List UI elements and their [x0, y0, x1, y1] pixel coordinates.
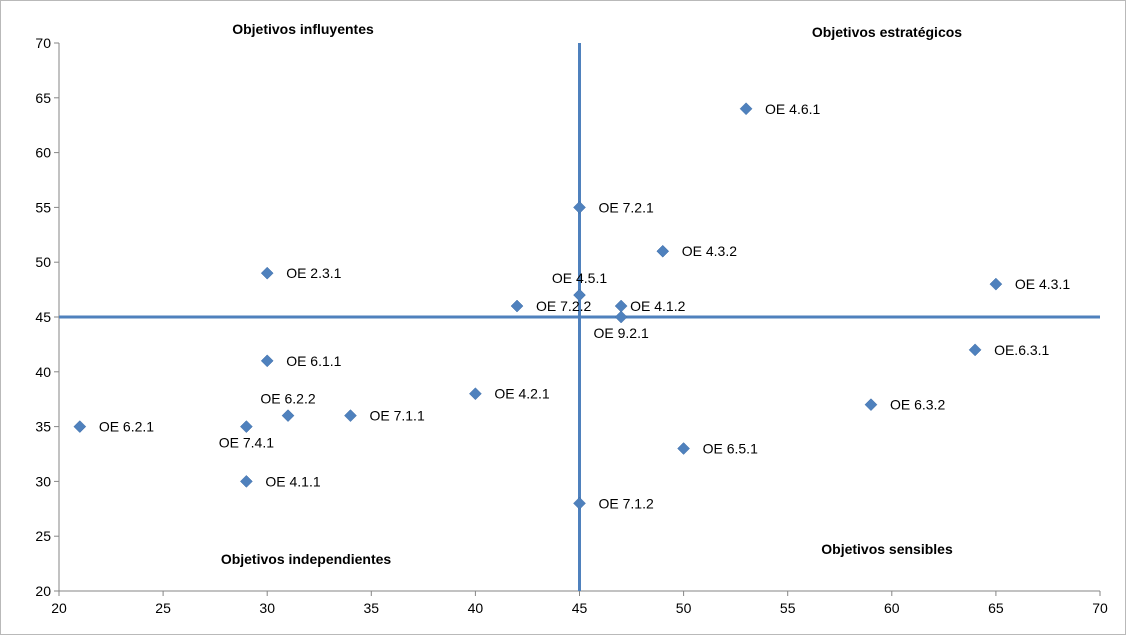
data-point — [614, 310, 628, 324]
y-tick-label: 35 — [35, 419, 51, 435]
data-label: OE 7.1.2 — [599, 495, 654, 511]
data-point — [573, 288, 586, 302]
data-point — [677, 442, 690, 455]
data-point — [260, 354, 274, 368]
data-points — [73, 102, 1003, 510]
y-tick-label: 55 — [35, 199, 51, 215]
y-tick-label: 50 — [35, 254, 51, 270]
data-point — [739, 102, 753, 116]
data-point — [968, 343, 982, 357]
data-label: OE 4.1.2 — [630, 298, 685, 314]
data-point — [510, 299, 524, 313]
axes: 20 25 30 35 40 45 50 55 60 65 70 20 25 30 35 40 45 50 55 60… — [35, 35, 1108, 616]
x-tick-label: 30 — [259, 600, 275, 616]
x-tick-label: 40 — [468, 600, 484, 616]
quadrant-label-bottom-left: Objetivos independientes — [221, 551, 392, 567]
x-tick-label: 35 — [364, 600, 380, 616]
quadrant-label-top-left: Objetivos influyentes — [232, 21, 374, 37]
x-tick-label: 65 — [988, 600, 1004, 616]
data-point — [73, 420, 87, 433]
quadrant-label-bottom-right: Objetivos sensibles — [821, 541, 953, 557]
data-label: OE 6.2.1 — [99, 419, 154, 435]
data-label: OE 4.1.1 — [265, 473, 320, 489]
data-label: OE 6.1.1 — [286, 353, 341, 369]
y-tick-label: 70 — [35, 35, 51, 51]
data-label: OE 4.2.1 — [494, 386, 549, 402]
y-tick-label: 25 — [35, 528, 51, 544]
data-point — [260, 266, 274, 280]
x-tick-label: 60 — [884, 600, 900, 616]
data-point — [614, 299, 628, 313]
data-point — [656, 244, 670, 258]
x-tick-label: 25 — [155, 600, 171, 616]
data-label: OE 6.5.1 — [703, 441, 758, 457]
data-point — [469, 387, 482, 401]
x-tick-label: 70 — [1092, 600, 1108, 616]
data-label: OE 7.4.1 — [219, 435, 274, 451]
data-label: OE 4.5.1 — [552, 270, 607, 286]
data-label: OE 7.2.2 — [536, 298, 591, 314]
x-tick-label: 45 — [572, 600, 588, 616]
data-label: OE 6.2.2 — [260, 391, 315, 407]
data-label: OE 7.1.1 — [369, 408, 424, 424]
quadrant-labels: Objetivos influyentes Objetivos estratég… — [221, 21, 962, 567]
x-tick-label: 55 — [780, 600, 796, 616]
y-tick-label: 65 — [35, 90, 51, 106]
data-point — [344, 409, 357, 422]
data-label: OE 4.3.2 — [682, 243, 737, 259]
data-point — [989, 277, 1003, 291]
y-tick-label: 30 — [35, 473, 51, 489]
data-label: OE 4.6.1 — [765, 101, 820, 117]
quadrant-label-top-right: Objetivos estratégicos — [812, 24, 962, 40]
data-label: OE 6.3.2 — [890, 397, 945, 413]
x-tick-label: 20 — [51, 600, 67, 616]
data-label: OE 7.2.1 — [599, 199, 654, 215]
data-point — [240, 475, 253, 488]
y-tick-label: 40 — [35, 364, 51, 380]
x-tick-label: 50 — [676, 600, 692, 616]
data-point — [281, 409, 295, 422]
data-point — [573, 496, 586, 510]
data-point — [864, 398, 878, 412]
data-label: OE 2.3.1 — [286, 265, 341, 281]
y-tick-label: 20 — [35, 583, 51, 599]
data-point — [573, 201, 586, 214]
y-tick-label: 45 — [35, 309, 51, 325]
data-labels: OE 4.6.1 OE 7.2.1 OE 4.3.2 OE 2.3.1 OE 4.3.1… — [99, 101, 1071, 512]
y-tick-label: 60 — [35, 145, 51, 161]
data-label: OE 4.3.1 — [1015, 276, 1070, 292]
data-label: OE 9.2.1 — [594, 325, 649, 341]
data-point — [240, 420, 253, 433]
data-label: OE.6.3.1 — [994, 342, 1049, 358]
